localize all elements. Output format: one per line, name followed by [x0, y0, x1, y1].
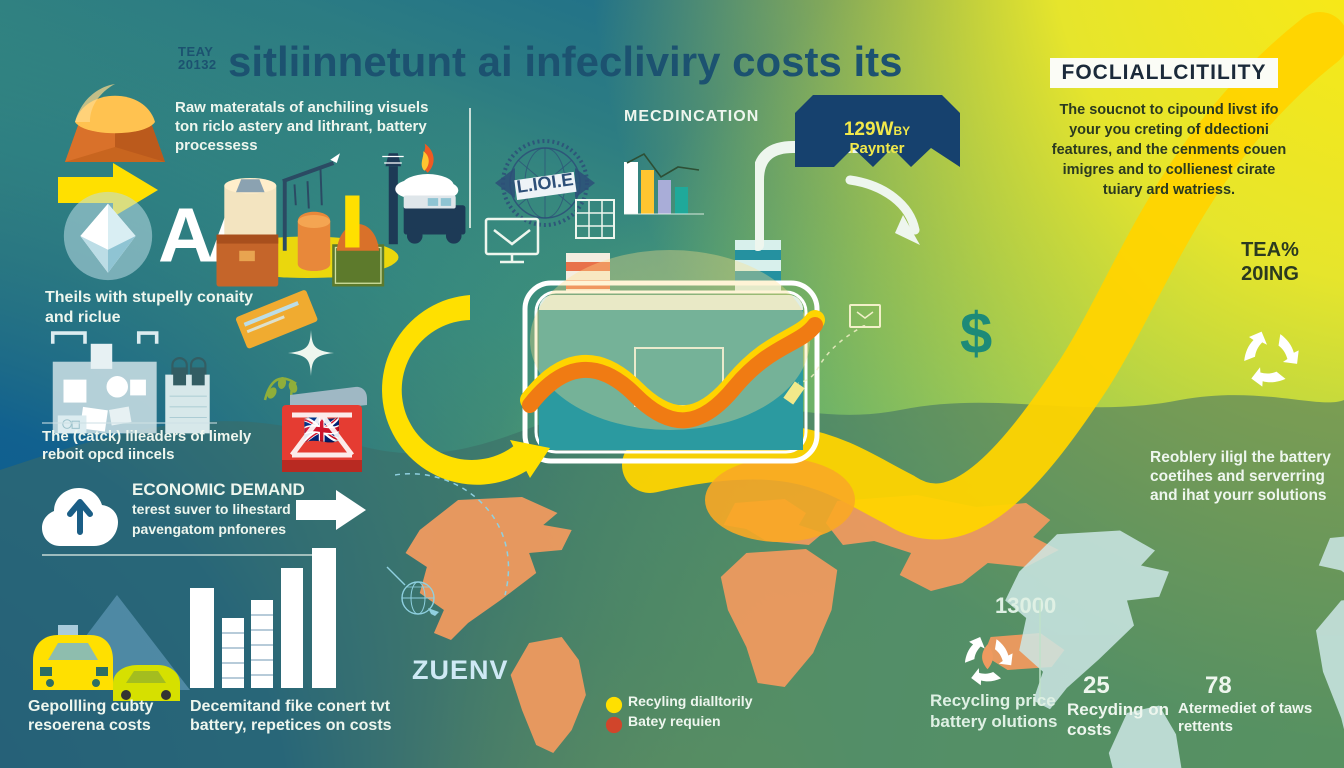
svg-text:Paynter: Paynter: [849, 140, 904, 157]
